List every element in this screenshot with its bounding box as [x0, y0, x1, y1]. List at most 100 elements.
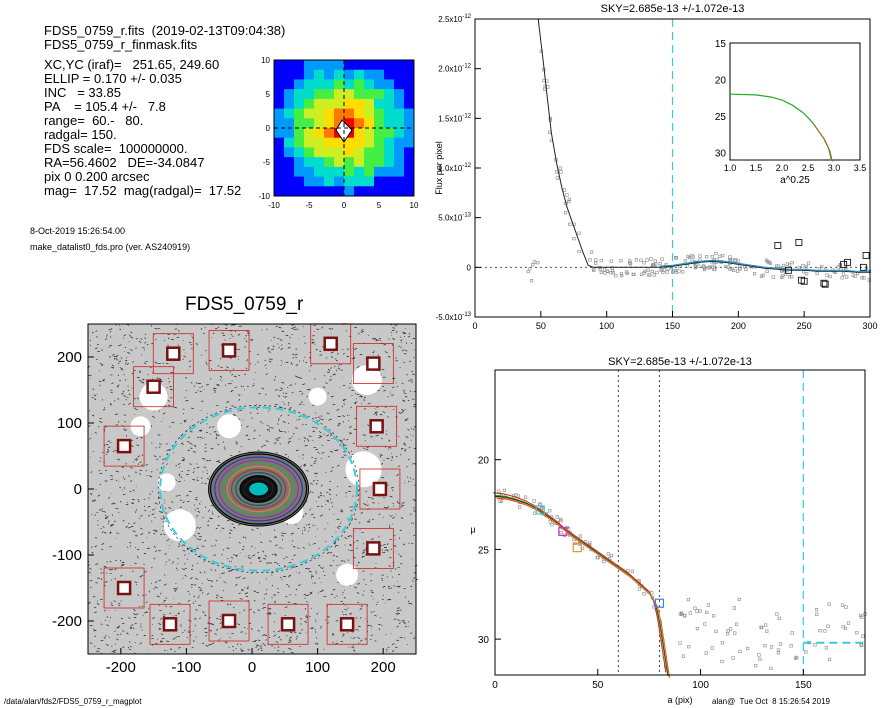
heatmap-cell [364, 79, 375, 90]
heatmap-cell [394, 186, 405, 197]
heatmap-cell [384, 147, 395, 158]
profile-point [861, 634, 865, 638]
heatmap-cell [404, 157, 415, 168]
info-line: INC = 33.85 [44, 85, 121, 100]
heatmap-cell [404, 60, 415, 71]
heatmap-cell [384, 157, 395, 168]
inset-x-tick-label: 3.5 [854, 163, 867, 173]
profile-point [595, 555, 599, 560]
heatmap-cell [364, 89, 375, 100]
heatmap-cell [354, 69, 365, 80]
sky-point [614, 274, 618, 278]
sky-point [736, 269, 740, 273]
profile-point [559, 530, 563, 535]
sky-point [806, 261, 811, 265]
sky-point [728, 258, 732, 262]
heatmap-cell [314, 69, 325, 80]
heatmap-cell [304, 98, 315, 110]
sky-point [753, 272, 757, 276]
heatmap-cell [314, 157, 325, 168]
sky-point [652, 273, 656, 277]
profile-point [790, 631, 794, 635]
heatmap-cell [394, 89, 405, 100]
sky-box [860, 263, 867, 271]
heatmap-cell [304, 176, 315, 187]
profile-point [679, 611, 684, 615]
heatmap-cell [274, 176, 285, 187]
sky-point [661, 270, 665, 274]
heatmap-cell [384, 69, 395, 80]
masked-source [116, 438, 132, 454]
profile-point [776, 651, 781, 655]
profile-point [642, 592, 646, 596]
profile-point [738, 649, 742, 654]
masked-blob [217, 414, 242, 439]
heatmap-cell [324, 176, 335, 187]
sky-point [838, 263, 842, 267]
sky-point [776, 264, 781, 268]
sky-point [697, 264, 701, 268]
mask-region [133, 366, 174, 408]
sky-point [625, 271, 629, 275]
sky-point [787, 275, 792, 279]
sky-box [844, 258, 852, 266]
masked-source [116, 580, 132, 596]
y-tick-label: -100 [52, 547, 82, 564]
heatmap-cell [304, 166, 315, 178]
y-tick-label: 20 [478, 456, 490, 467]
sky-point [546, 85, 550, 89]
profile-point [826, 624, 830, 628]
heatmap-cell [284, 89, 295, 100]
heatmap-cell [354, 79, 365, 90]
heatmap-cell [374, 186, 385, 197]
sky-point [609, 271, 613, 275]
heatmap-cell [374, 60, 385, 71]
heatmap-cell [364, 69, 375, 80]
isophote-ellipse [209, 453, 308, 525]
info-line: PA = 105.4 +/- 7.8 [44, 99, 166, 114]
masked-source [221, 343, 237, 358]
sky-point [666, 267, 670, 271]
sky-point [683, 259, 687, 263]
sky-point [828, 274, 832, 279]
heatmap-cell [394, 176, 405, 187]
profile-point [827, 602, 831, 606]
heatmap-frame [273, 59, 415, 197]
heatmap-cell [374, 98, 385, 110]
y-axis-label: μ [470, 525, 475, 535]
heatmap-cell [344, 137, 355, 148]
sky-point [785, 262, 789, 266]
profile-point [714, 629, 718, 633]
masked-source [339, 617, 355, 632]
info-line: RA=56.4602 DE=-34.0847 [44, 155, 205, 170]
profile-point [758, 657, 762, 661]
profile-point [844, 605, 848, 609]
heatmap-cell [324, 137, 335, 148]
sky-box [774, 242, 782, 249]
profile-point [763, 644, 767, 648]
heatmap-cell [324, 98, 335, 110]
profile-point [698, 609, 702, 613]
x-tick-label: -10 [268, 201, 280, 210]
inset-x-tick-label: 1.5 [750, 163, 763, 173]
sky-point [634, 258, 639, 262]
heatmap-cell [374, 118, 385, 129]
heatmap-cell [374, 69, 385, 80]
sky-point [642, 261, 646, 265]
isophote-ellipse [226, 465, 291, 513]
profile-point [815, 612, 819, 616]
heatmap-cell [404, 147, 415, 158]
heatmap-cell [284, 118, 295, 129]
masked-source [221, 613, 237, 629]
heatmap-cell [394, 60, 405, 71]
sky-point [594, 258, 598, 262]
y-tick-label: 1.5x10-12 [438, 113, 471, 123]
x-tick-label: 150 [795, 680, 812, 691]
heatmap-cell [384, 89, 395, 100]
sky-point [555, 170, 559, 174]
profile-point [588, 541, 592, 545]
x-tick-label: 0 [248, 659, 256, 676]
inset-y-tick-label: 25 [715, 112, 727, 123]
profile-point [765, 629, 769, 633]
masked-source [323, 336, 338, 352]
